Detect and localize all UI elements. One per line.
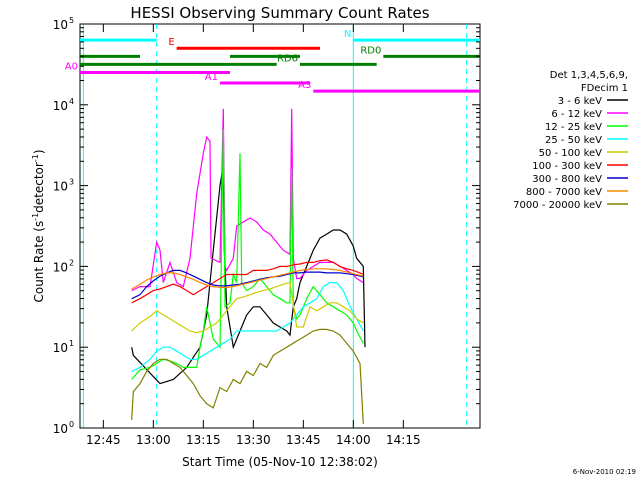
legend-title-line-2: FDecim 1	[581, 83, 628, 94]
legend-label-4: 50 - 100 keV	[539, 148, 603, 159]
timestamp: 6-Nov-2010 02:19	[573, 468, 636, 476]
x-tick-label-4: 13:45	[286, 433, 321, 447]
series-line-0	[131, 165, 366, 385]
y-axis-label-sup-1: -1	[31, 213, 40, 221]
state-bar-label-1: E	[168, 37, 174, 48]
y-axis-label-unit: detector	[32, 162, 46, 213]
legend-title-line-1: Det 1,3,4,5,6,9,	[550, 70, 628, 81]
state-bar-label-0: N	[344, 29, 351, 40]
series-line-6	[131, 269, 364, 300]
state-bar-label-2: RD0	[360, 45, 381, 56]
legend-label-6: 300 - 800 keV	[532, 174, 602, 185]
x-tick-label-0: 12:45	[86, 433, 121, 447]
state-bar-label-5: A1	[205, 72, 218, 83]
plot-area: N E RD0 RD6 A0 A1 A3 12:45 13:00 13:15 13:30 13:45…	[53, 16, 481, 447]
y-axis-label-sup-2: -1	[31, 154, 40, 162]
series-line-1	[131, 108, 364, 292]
x-axis: 12:45 13:00 13:15 13:30 13:45 14:00 14:15	[86, 24, 421, 447]
legend-label-5: 100 - 300 keV	[532, 161, 602, 172]
series-line-2	[131, 128, 364, 380]
y-axis-label-end: )	[32, 149, 46, 154]
series-line-8	[131, 328, 364, 425]
x-axis-label: Start Time (05-Nov-10 12:38:02)	[182, 455, 378, 469]
y-axis-label-main: Count Rate (s	[32, 221, 46, 303]
y-tick-exp-0: 0	[69, 420, 74, 429]
state-bar-label-4: A0	[65, 61, 78, 72]
y-tick-label-1: 10	[53, 341, 68, 355]
x-tick-label-1: 13:00	[136, 433, 171, 447]
legend-label-3: 25 - 50 keV	[545, 135, 602, 146]
y-tick-exp-3: 3	[69, 178, 74, 187]
legend-items: 3 - 6 keV 6 - 12 keV 12 - 25 keV 25 - 50 ke…	[513, 96, 628, 211]
series-line-7	[131, 268, 364, 290]
y-axis-label: Count Rate (s-1detector-1)	[31, 149, 46, 302]
y-tick-label-2: 10	[53, 260, 68, 274]
x-tick-label-5: 14:00	[336, 433, 371, 447]
y-tick-label-3: 10	[53, 180, 68, 194]
y-tick-exp-1: 1	[69, 339, 74, 348]
state-bar-label-3: RD6	[277, 53, 298, 64]
legend-label-1: 6 - 12 keV	[551, 109, 602, 120]
y-tick-label-5: 10	[53, 18, 68, 32]
legend-label-0: 3 - 6 keV	[558, 96, 602, 107]
chart-title: HESSI Observing Summary Count Rates	[130, 4, 429, 22]
state-bars: N E RD0 RD6 A0 A1 A3	[65, 29, 480, 93]
state-bar-label-6: A3	[298, 80, 311, 91]
y-tick-label-4: 10	[53, 99, 68, 113]
y-tick-exp-2: 2	[69, 258, 74, 267]
plot-frame	[79, 23, 481, 429]
series-line-5	[131, 259, 364, 304]
x-tick-label-2: 13:15	[186, 433, 221, 447]
series-line-3	[131, 282, 364, 372]
y-tick-exp-5: 5	[69, 16, 74, 25]
series-lines	[131, 108, 366, 425]
y-tick-label-0: 10	[53, 422, 68, 436]
x-tick-label-3: 13:30	[236, 433, 271, 447]
x-tick-label-6: 14:15	[386, 433, 421, 447]
legend-label-7: 800 - 7000 keV	[526, 187, 602, 198]
legend: Det 1,3,4,5,6,9, FDecim 1 3 - 6 keV 6 - 1…	[513, 70, 628, 211]
series-line-4	[131, 281, 364, 334]
legend-label-8: 7000 - 20000 keV	[513, 200, 602, 211]
legend-label-2: 12 - 25 keV	[545, 122, 602, 133]
y-tick-exp-4: 4	[69, 97, 74, 106]
